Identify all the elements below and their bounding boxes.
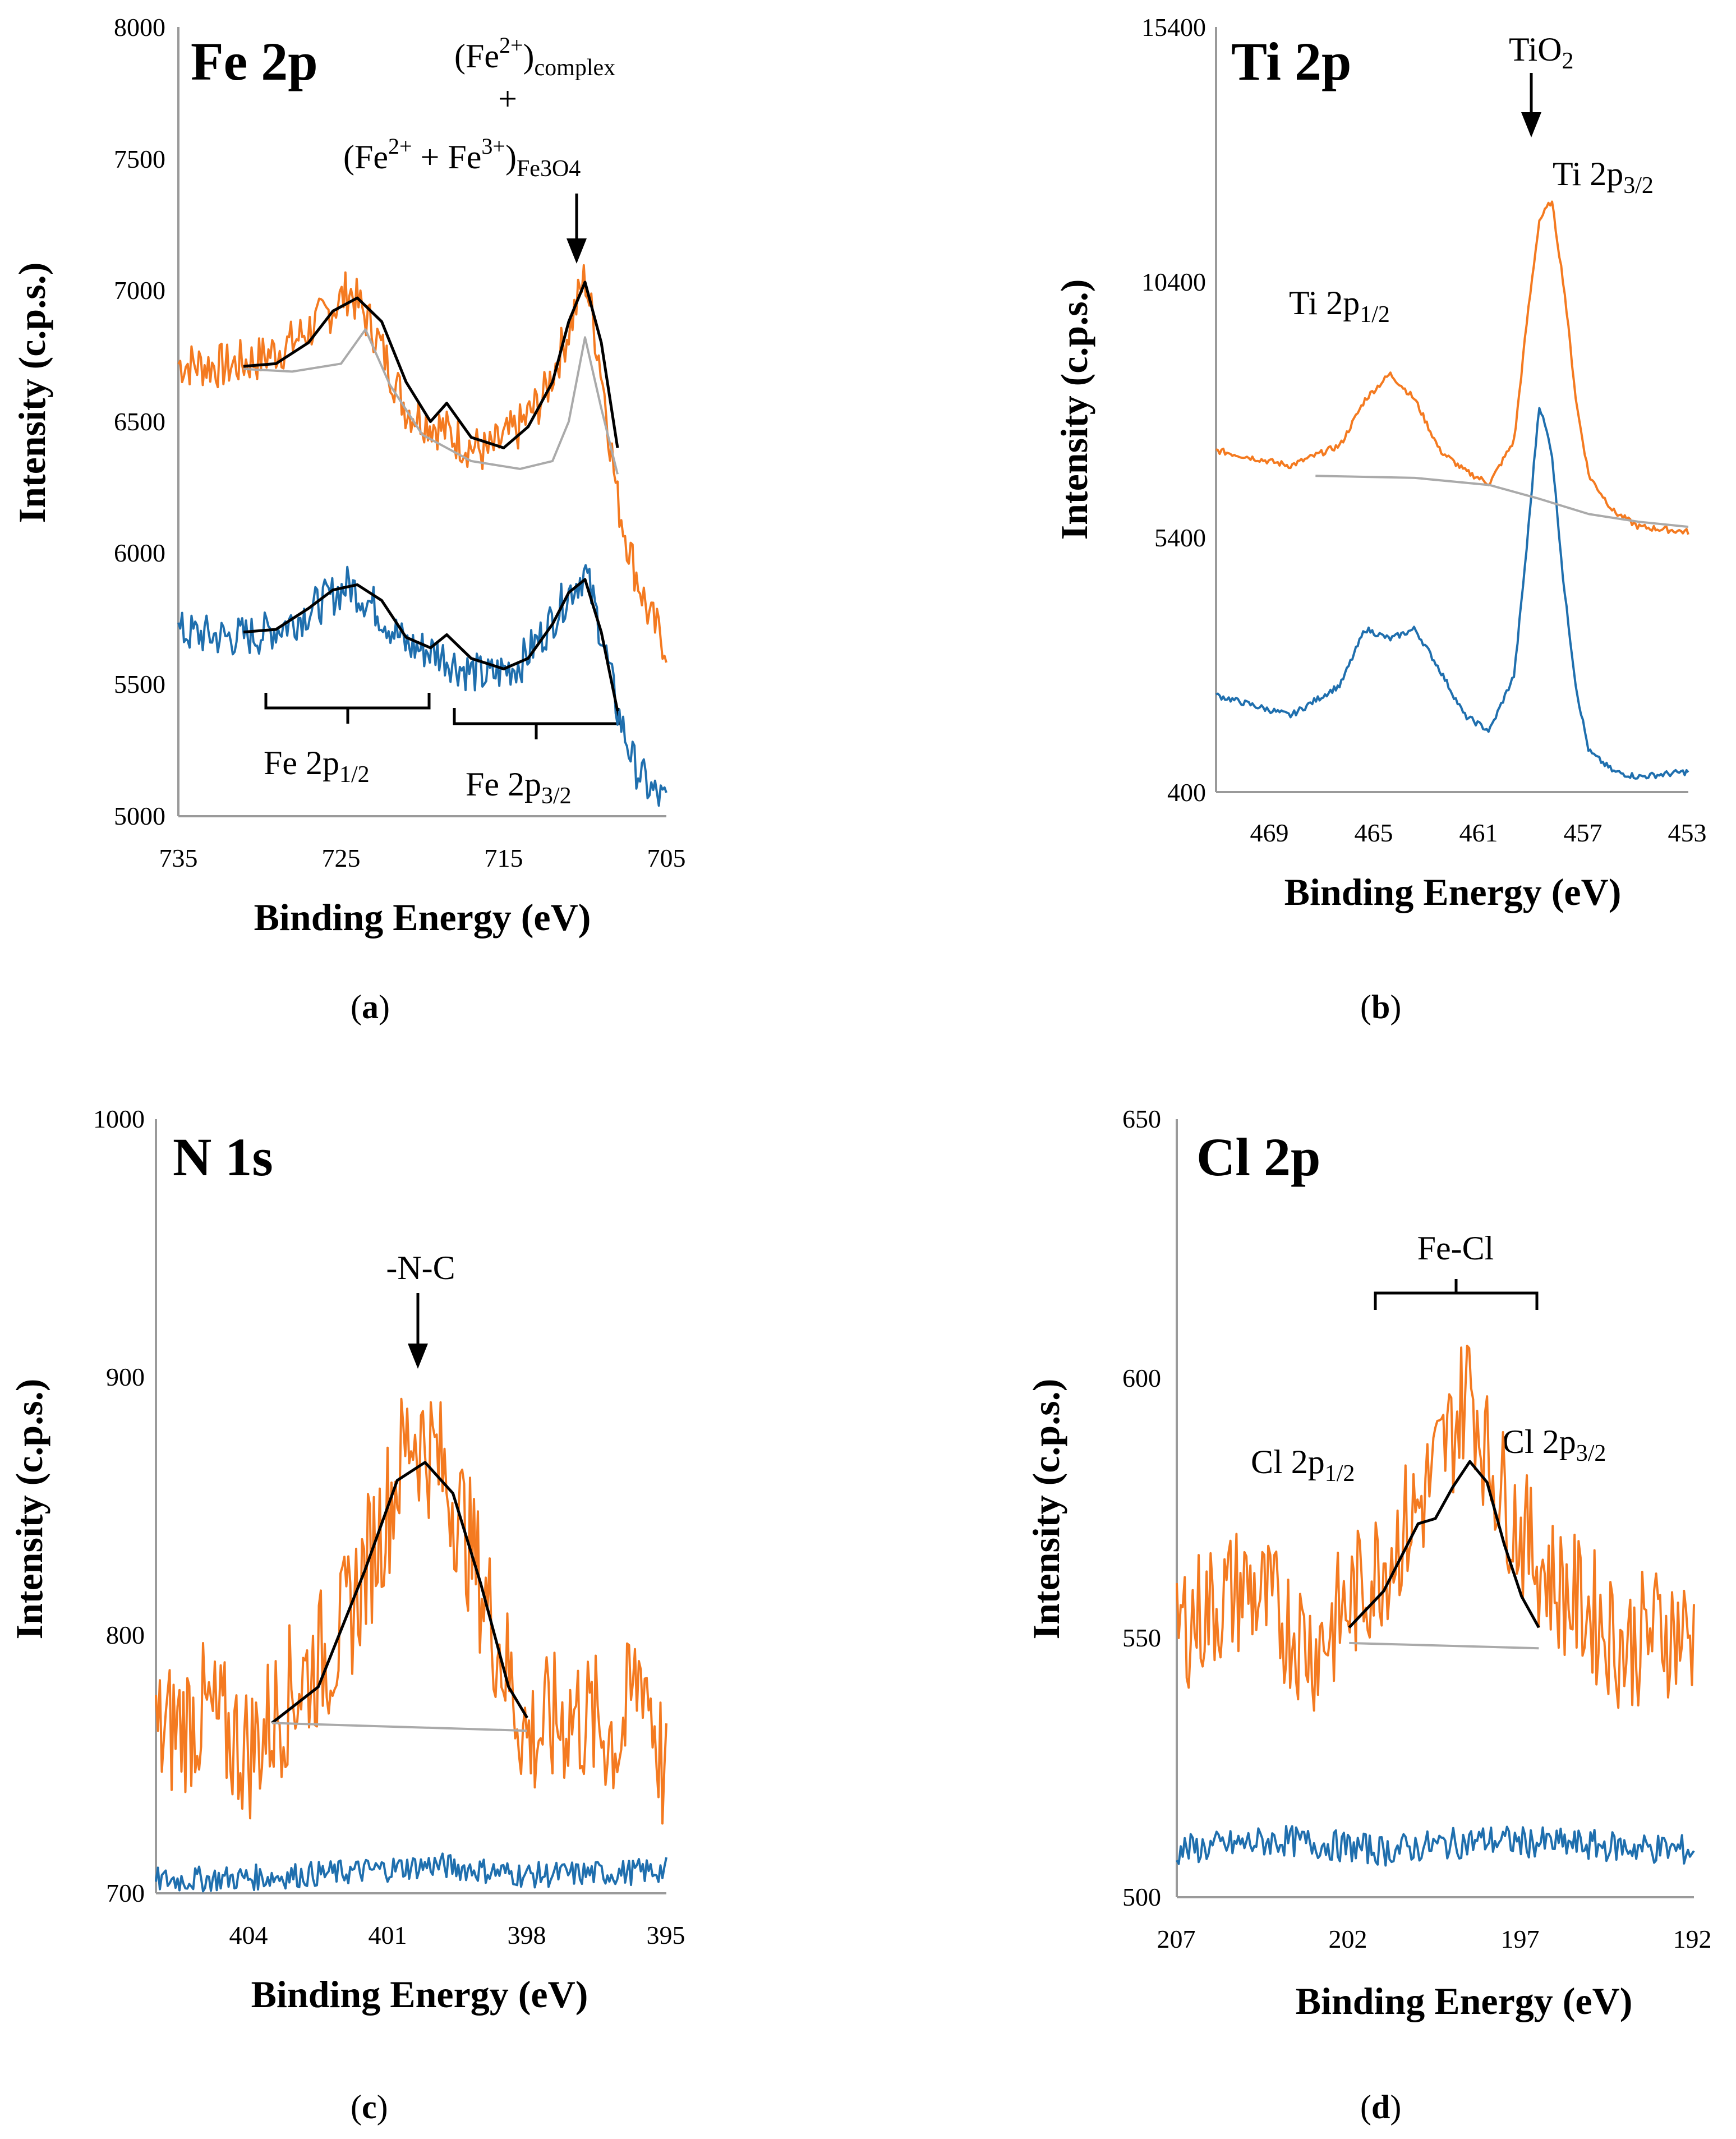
panel-a-series-blue-1 — [177, 564, 667, 807]
panel-d-y-tick: 600 — [1122, 1364, 1161, 1392]
panel-a-x-tick: 715 — [485, 844, 523, 872]
panel-b-y-tick: 10400 — [1141, 268, 1206, 296]
panel-a-arrow — [567, 194, 587, 264]
panel-a-annotation-complex: (Fe2+)complex — [454, 33, 615, 81]
panel-c-ylabel: Intensity (c.p.s.) — [8, 1379, 50, 1640]
panel-b-annotation-tio2: TiO2 — [1509, 31, 1574, 74]
panel-a-y-tick: 5000 — [114, 802, 165, 830]
panel-b-annotation-p12: Ti 2p1/2 — [1289, 284, 1390, 328]
panel-d-series-fit-2 — [1348, 1460, 1540, 1629]
caption-c: (c) — [351, 2089, 388, 2126]
panel-d-series-component-3 — [1349, 1641, 1539, 1650]
panel-c-arrow — [408, 1293, 428, 1369]
panel-b-arrow — [1521, 73, 1541, 137]
panel-a-bracket-2p12 — [264, 693, 431, 724]
panel-b-x-tick: 461 — [1459, 818, 1498, 847]
panel-b-y-tick: 400 — [1167, 778, 1206, 807]
panel-c-series-component-3 — [271, 1722, 527, 1732]
panel-a-x-tick: 725 — [322, 844, 361, 872]
panel-c-series-orange-0 — [155, 1397, 667, 1825]
panel-c-xlabel: Binding Energy (eV) — [251, 1973, 588, 2016]
panel-b-series-blue-1 — [1215, 407, 1689, 780]
panel-b-annotation-p32: Ti 2p3/2 — [1553, 155, 1654, 199]
panel-b-y-tick: 5400 — [1154, 523, 1206, 552]
caption-a: (a) — [351, 988, 390, 1025]
panel-a-title: Fe 2p — [191, 31, 318, 91]
panel-a-series-fit-3 — [243, 578, 619, 711]
panel-b-ylabel: Intensity (c.p.s.) — [1053, 279, 1095, 540]
panel-b-series-orange-0 — [1215, 200, 1689, 535]
panel-c-y-tick: 700 — [106, 1879, 145, 1907]
panel-c-x-tick: 404 — [229, 1921, 268, 1949]
panel-c-series-blue-1 — [155, 1852, 667, 1893]
panel-c: 1000 900 800 700 404 401 398 395 Intensi… — [8, 1105, 685, 2016]
panel-c-y-tick: 900 — [106, 1363, 145, 1391]
panel-d-annotation-p32: Cl 2p3/2 — [1502, 1423, 1606, 1466]
panel-c-annotation-nc: -N-C — [386, 1249, 455, 1286]
panel-d-x-tick: 202 — [1329, 1925, 1367, 1953]
panel-c-y-tick: 800 — [106, 1621, 145, 1649]
panel-d-ylabel: Intensity (c.p.s.) — [1025, 1379, 1067, 1640]
panel-a-annotation-2p32: Fe 2p3/2 — [466, 766, 572, 809]
panel-a-y-tick: 6500 — [114, 407, 165, 436]
panel-d: 650 600 550 500 207 202 197 192 Intensit… — [1025, 1105, 1712, 2022]
caption-b: (b) — [1360, 988, 1401, 1025]
caption-d: (d) — [1360, 2089, 1401, 2126]
panel-b-x-tick: 457 — [1564, 818, 1603, 847]
panel-d-annotation-p12: Cl 2p1/2 — [1251, 1443, 1355, 1487]
panel-b-x-tick: 465 — [1355, 818, 1393, 847]
panel-c-x-tick: 395 — [647, 1921, 685, 1949]
spectra-layer — [155, 200, 1695, 1893]
panel-c-x-tick: 398 — [508, 1921, 546, 1949]
panel-a-y-tick: 7500 — [114, 145, 165, 173]
panel-b-x-tick: 469 — [1250, 818, 1289, 847]
panel-a-series-fit-2 — [243, 280, 619, 449]
panel-d-series-blue-1 — [1176, 1825, 1695, 1867]
panel-c-series-fit-2 — [271, 1461, 528, 1724]
panel-b-xlabel: Binding Energy (eV) — [1284, 871, 1622, 913]
panel-d-y-tick: 500 — [1122, 1883, 1161, 1911]
panel-a-x-tick: 705 — [647, 844, 686, 872]
panel-d-xlabel: Binding Energy (eV) — [1296, 1980, 1633, 2022]
panel-b-x-tick: 453 — [1668, 818, 1707, 847]
panel-d-y-tick: 550 — [1122, 1623, 1161, 1652]
panel-d-annotation-fecl: Fe-Cl — [1417, 1230, 1494, 1267]
panel-a-annotation-2p12: Fe 2p1/2 — [264, 744, 370, 788]
panel-a-bracket-2p32 — [453, 708, 620, 739]
panel-d-x-tick: 192 — [1673, 1925, 1712, 1953]
panel-a-y-tick: 6000 — [114, 539, 165, 567]
panel-a-series-component-4 — [243, 328, 619, 475]
panel-a-xlabel: Binding Energy (eV) — [254, 896, 591, 939]
panel-a-ylabel: Intensity (c.p.s.) — [11, 263, 53, 523]
panel-c-title: N 1s — [173, 1127, 273, 1187]
panel-d-title: Cl 2p — [1196, 1127, 1320, 1187]
panel-d-x-tick: 207 — [1157, 1925, 1196, 1953]
panel-a-annotation-plus: + — [498, 80, 517, 117]
panel-a-x-tick: 735 — [159, 844, 198, 872]
panel-d-y-tick: 650 — [1122, 1105, 1161, 1133]
panel-a-y-tick: 5500 — [114, 670, 165, 698]
panel-a-y-tick: 7000 — [114, 276, 165, 305]
panel-a-annotation-mixed: (Fe2+ + Fe3+)Fe3O4 — [343, 134, 581, 182]
panel-d-series-orange-0 — [1176, 1345, 1695, 1712]
panel-d-bracket — [1374, 1279, 1539, 1310]
panel-b-y-tick: 15400 — [1141, 13, 1206, 42]
panel-c-x-tick: 401 — [369, 1921, 407, 1949]
panel-a-y-tick: 8000 — [114, 13, 165, 42]
panel-a: 8000 7500 7000 6500 6000 5500 5000 735 7… — [11, 13, 686, 939]
panel-d-x-tick: 197 — [1501, 1925, 1540, 1953]
panel-c-y-tick: 1000 — [93, 1105, 145, 1133]
panel-b-series-component-2 — [1315, 475, 1689, 528]
panel-b-title: Ti 2p — [1231, 31, 1351, 91]
panel-b: 15400 10400 5400 400 469 465 461 457 453… — [1053, 13, 1707, 913]
